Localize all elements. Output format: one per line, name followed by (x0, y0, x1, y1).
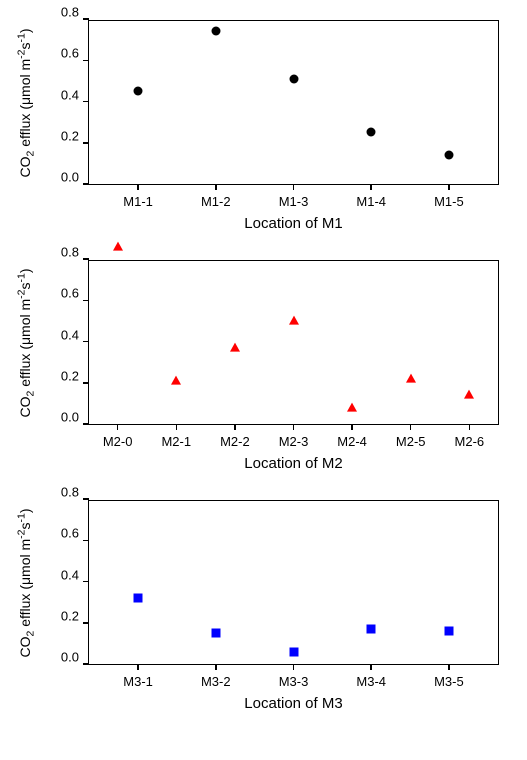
data-point (289, 315, 299, 324)
data-point (211, 629, 220, 638)
data-point (211, 27, 220, 36)
plot-area: 0.00.20.40.60.8M2-0M2-1M2-2M2-3M2-4M2-5M… (88, 260, 499, 425)
y-tick-label: 0.8 (61, 5, 79, 20)
x-tick-label: M1-4 (356, 194, 386, 209)
data-point (367, 624, 376, 633)
data-point (464, 390, 474, 399)
plot-area: 0.00.20.40.60.8M1-1M1-2M1-3M1-4M1-5 (88, 20, 499, 185)
data-point (367, 128, 376, 137)
x-tick-label: M2-4 (337, 434, 367, 449)
y-axis-label: CO2 efflux (μmol m-2s-1) (15, 28, 36, 177)
y-axis-label: CO2 efflux (μmol m-2s-1) (15, 508, 36, 657)
data-point (230, 342, 240, 351)
y-tick (83, 300, 89, 302)
y-tick (83, 581, 89, 583)
x-tick (215, 184, 217, 190)
y-tick (83, 622, 89, 624)
data-point (113, 241, 123, 250)
x-tick-label: M1-5 (434, 194, 464, 209)
y-tick (83, 382, 89, 384)
x-axis-label: Location of M3 (88, 695, 499, 712)
y-tick-label: 0.0 (61, 650, 79, 665)
x-tick-label: M2-3 (279, 434, 309, 449)
x-tick (293, 664, 295, 670)
y-tick-label: 0.2 (61, 128, 79, 143)
y-tick (83, 663, 89, 665)
data-point (134, 594, 143, 603)
x-tick (293, 424, 295, 430)
y-tick-label: 0.4 (61, 87, 79, 102)
x-tick-label: M3-1 (123, 674, 153, 689)
y-tick-label: 0.6 (61, 526, 79, 541)
chart-panel-m1: CO2 efflux (μmol m-2s-1) 0.00.20.40.60.8M… (10, 20, 517, 232)
y-tick-label: 0.4 (61, 567, 79, 582)
x-tick-label: M2-5 (396, 434, 426, 449)
y-tick-label: 0.0 (61, 410, 79, 425)
x-tick-label: M2-2 (220, 434, 250, 449)
x-tick (234, 424, 236, 430)
x-tick (137, 184, 139, 190)
x-axis-label: Location of M1 (88, 215, 499, 232)
y-tick (83, 341, 89, 343)
data-point (171, 375, 181, 384)
y-tick-label: 0.8 (61, 485, 79, 500)
chart-panel-m3: CO2 efflux (μmol m-2s-1) 0.00.20.40.60.8M… (10, 500, 517, 712)
y-tick (83, 60, 89, 62)
x-tick (469, 424, 471, 430)
data-point (289, 647, 298, 656)
x-tick (351, 424, 353, 430)
y-tick (83, 540, 89, 542)
y-tick-label: 0.6 (61, 286, 79, 301)
data-point (444, 151, 453, 160)
data-point (134, 87, 143, 96)
y-tick (83, 423, 89, 425)
x-axis-label: Location of M2 (88, 455, 499, 472)
x-tick-label: M3-5 (434, 674, 464, 689)
x-tick (176, 424, 178, 430)
x-tick-label: M2-6 (455, 434, 485, 449)
x-tick-label: M1-2 (201, 194, 231, 209)
x-tick-label: M3-2 (201, 674, 231, 689)
y-axis-label: CO2 efflux (μmol m-2s-1) (15, 268, 36, 417)
x-tick (293, 184, 295, 190)
chart-panel-m2: CO2 efflux (μmol m-2s-1) 0.00.20.40.60.8M… (10, 260, 517, 472)
x-tick (117, 424, 119, 430)
x-tick (370, 664, 372, 670)
y-tick (83, 142, 89, 144)
data-point (289, 74, 298, 83)
plot-area: 0.00.20.40.60.8M3-1M3-2M3-3M3-4M3-5 (88, 500, 499, 665)
x-tick-label: M1-3 (279, 194, 309, 209)
y-tick-label: 0.8 (61, 245, 79, 260)
y-tick (83, 18, 89, 20)
y-tick (83, 258, 89, 260)
x-tick-label: M3-3 (279, 674, 309, 689)
y-tick-label: 0.0 (61, 170, 79, 185)
x-tick-label: M3-4 (356, 674, 386, 689)
data-point (444, 627, 453, 636)
y-tick (83, 498, 89, 500)
x-tick (215, 664, 217, 670)
x-tick (410, 424, 412, 430)
y-tick (83, 101, 89, 103)
y-tick-label: 0.2 (61, 608, 79, 623)
y-tick-label: 0.2 (61, 368, 79, 383)
x-tick (370, 184, 372, 190)
data-point (347, 402, 357, 411)
x-tick (448, 664, 450, 670)
x-tick-label: M1-1 (123, 194, 153, 209)
data-point (406, 373, 416, 382)
x-tick (448, 184, 450, 190)
x-tick-label: M2-0 (103, 434, 133, 449)
y-tick-label: 0.4 (61, 327, 79, 342)
y-tick-label: 0.6 (61, 46, 79, 61)
y-tick (83, 183, 89, 185)
x-tick-label: M2-1 (161, 434, 191, 449)
x-tick (137, 664, 139, 670)
